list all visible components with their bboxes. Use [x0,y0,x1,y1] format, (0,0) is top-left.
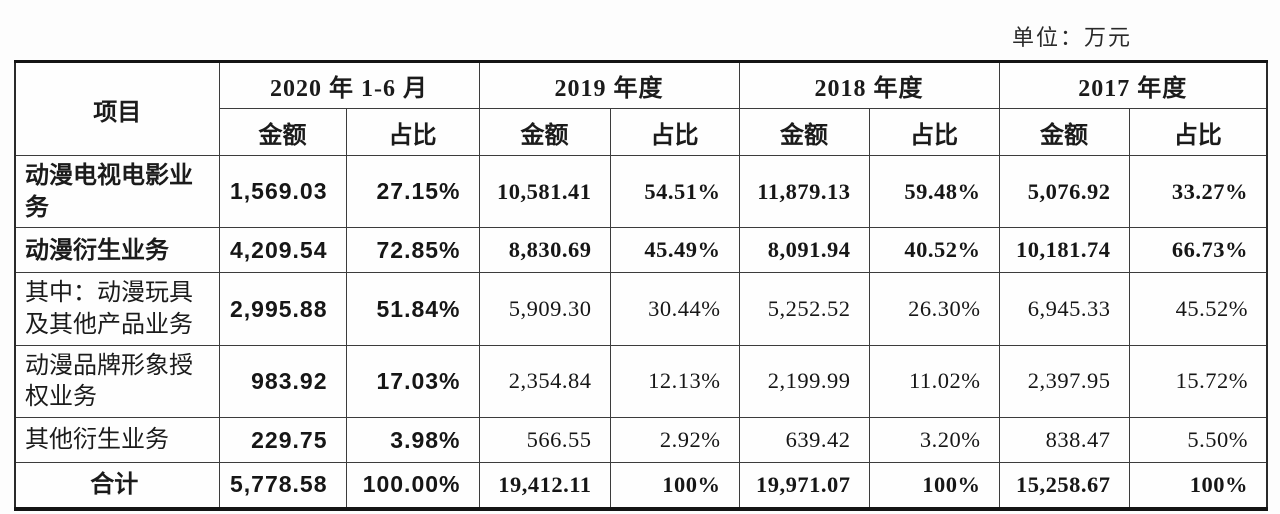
column-header-period-2019: 2019 年度 [478,61,740,109]
ratio-cell: 40.52% [868,227,1000,274]
amount-cell: 229.75 [218,417,347,464]
amount-cell: 4,209.54 [218,227,347,274]
ratio-cell: 51.84% [345,272,480,346]
amount-cell: 10,581.41 [478,154,611,229]
ratio-cell: 2.92% [609,417,740,464]
column-header-ratio-2018: 占比 [868,108,1000,156]
ratio-cell: 30.44% [609,272,740,346]
amount-cell: 15,258.67 [998,462,1130,510]
ratio-cell: 17.03% [345,344,480,419]
amount-cell: 11,879.13 [738,154,870,229]
row-label: 其中：动漫玩具及其他产品业务 [14,272,220,346]
table-row: 其他衍生业务 229.75 3.98% 566.55 2.92% 639.42 … [14,417,1268,464]
column-header-amount-2019: 金额 [478,108,611,156]
ratio-cell: 27.15% [345,154,480,229]
amount-cell: 983.92 [218,344,347,419]
ratio-cell: 100% [609,462,740,510]
amount-cell: 639.42 [738,417,870,464]
column-header-amount-2018: 金额 [738,108,870,156]
column-header-amount-2017: 金额 [998,108,1130,156]
amount-cell: 5,909.30 [478,272,611,346]
column-header-ratio-2019: 占比 [609,108,740,156]
amount-cell: 2,354.84 [478,344,611,419]
row-label: 动漫衍生业务 [14,227,220,274]
row-label-total: 合计 [14,462,220,510]
ratio-cell: 100% [1128,462,1268,510]
table-row: 动漫衍生业务 4,209.54 72.85% 8,830.69 45.49% 8… [14,227,1268,274]
amount-cell: 19,412.11 [478,462,611,510]
revenue-composition-table: 项目 2020 年 1-6 月 2019 年度 2018 年度 2017 年度 … [14,60,1268,511]
amount-cell: 6,945.33 [998,272,1130,346]
ratio-cell: 45.49% [609,227,740,274]
ratio-cell: 12.13% [609,344,740,419]
table-row: 其中：动漫玩具及其他产品业务 2,995.88 51.84% 5,909.30 … [14,272,1268,346]
ratio-cell: 3.20% [868,417,1000,464]
column-header-item: 项目 [14,61,220,156]
ratio-cell: 5.50% [1128,417,1268,464]
amount-cell: 5,252.52 [738,272,870,346]
amount-cell: 5,076.92 [998,154,1130,229]
column-header-period-2017: 2017 年度 [998,61,1268,109]
ratio-cell: 100% [868,462,1000,510]
ratio-cell: 54.51% [609,154,740,229]
amount-cell: 2,397.95 [998,344,1130,419]
ratio-cell: 72.85% [345,227,480,274]
column-header-amount-2020: 金额 [218,108,347,156]
amount-cell: 8,091.94 [738,227,870,274]
header-row-periods: 项目 2020 年 1-6 月 2019 年度 2018 年度 2017 年度 [14,61,1268,156]
ratio-cell: 15.72% [1128,344,1268,419]
amount-cell: 2,995.88 [218,272,347,346]
column-header-period-2018: 2018 年度 [738,61,1000,109]
column-header-period-2020: 2020 年 1-6 月 [218,61,480,109]
amount-cell: 8,830.69 [478,227,611,274]
ratio-cell: 11.02% [868,344,1000,419]
ratio-cell: 3.98% [345,417,480,464]
column-header-ratio-2017: 占比 [1128,108,1268,156]
amount-cell: 5,778.58 [218,462,347,510]
amount-cell: 10,181.74 [998,227,1130,274]
row-label: 动漫品牌形象授权业务 [14,344,220,419]
amount-cell: 19,971.07 [738,462,870,510]
table-row-total: 合计 5,778.58 100.00% 19,412.11 100% 19,97… [14,462,1268,510]
row-label: 动漫电视电影业务 [14,154,220,229]
amount-cell: 1,569.03 [218,154,347,229]
column-header-ratio-2020: 占比 [345,108,480,156]
amount-cell: 566.55 [478,417,611,464]
unit-label: 单位：万元 [1011,25,1132,50]
amount-cell: 838.47 [998,417,1130,464]
table-row: 动漫品牌形象授权业务 983.92 17.03% 2,354.84 12.13%… [14,344,1268,419]
ratio-cell: 33.27% [1128,154,1268,229]
amount-cell: 2,199.99 [738,344,870,419]
ratio-cell: 66.73% [1128,227,1268,274]
ratio-cell: 26.30% [868,272,1000,346]
ratio-cell: 45.52% [1128,272,1268,346]
row-label: 其他衍生业务 [14,417,220,464]
ratio-cell: 59.48% [868,154,1000,229]
table-row: 动漫电视电影业务 1,569.03 27.15% 10,581.41 54.51… [14,154,1268,229]
ratio-cell: 100.00% [345,462,480,510]
